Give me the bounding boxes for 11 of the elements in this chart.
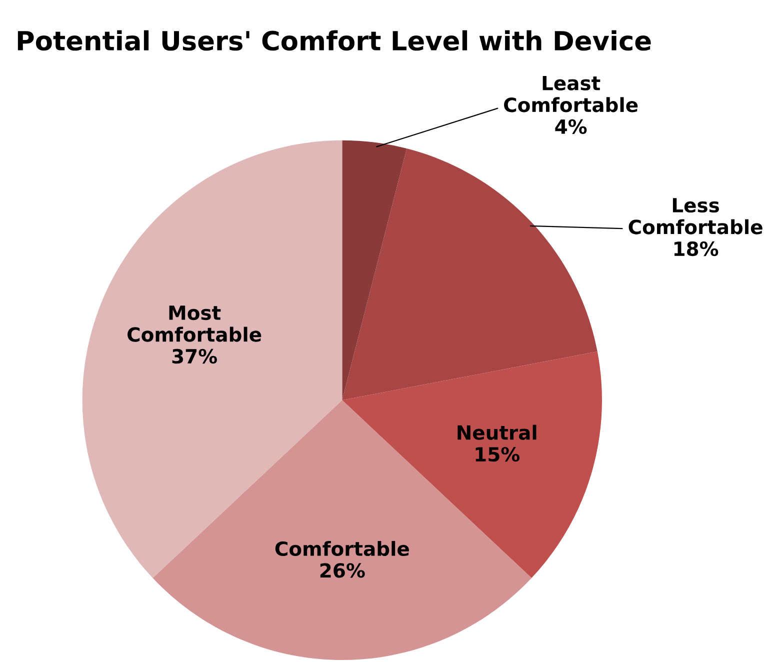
data-label: 18% bbox=[674, 241, 718, 256]
data-label: 4% bbox=[555, 119, 587, 134]
chart-title: Potential Users' Comfort Level with Device bbox=[18, 30, 651, 51]
data-label: 26% bbox=[320, 563, 365, 578]
slice-label: Most Comfortable bbox=[128, 306, 262, 342]
data-label: 15% bbox=[476, 446, 520, 462]
slice-label: Less Comfortable bbox=[628, 198, 762, 234]
slice-label: Least Comfortable bbox=[504, 76, 638, 112]
slice-label: Neutral bbox=[458, 424, 536, 440]
slice-label: Comfortable bbox=[275, 540, 409, 556]
data-label: 37% bbox=[172, 348, 217, 364]
